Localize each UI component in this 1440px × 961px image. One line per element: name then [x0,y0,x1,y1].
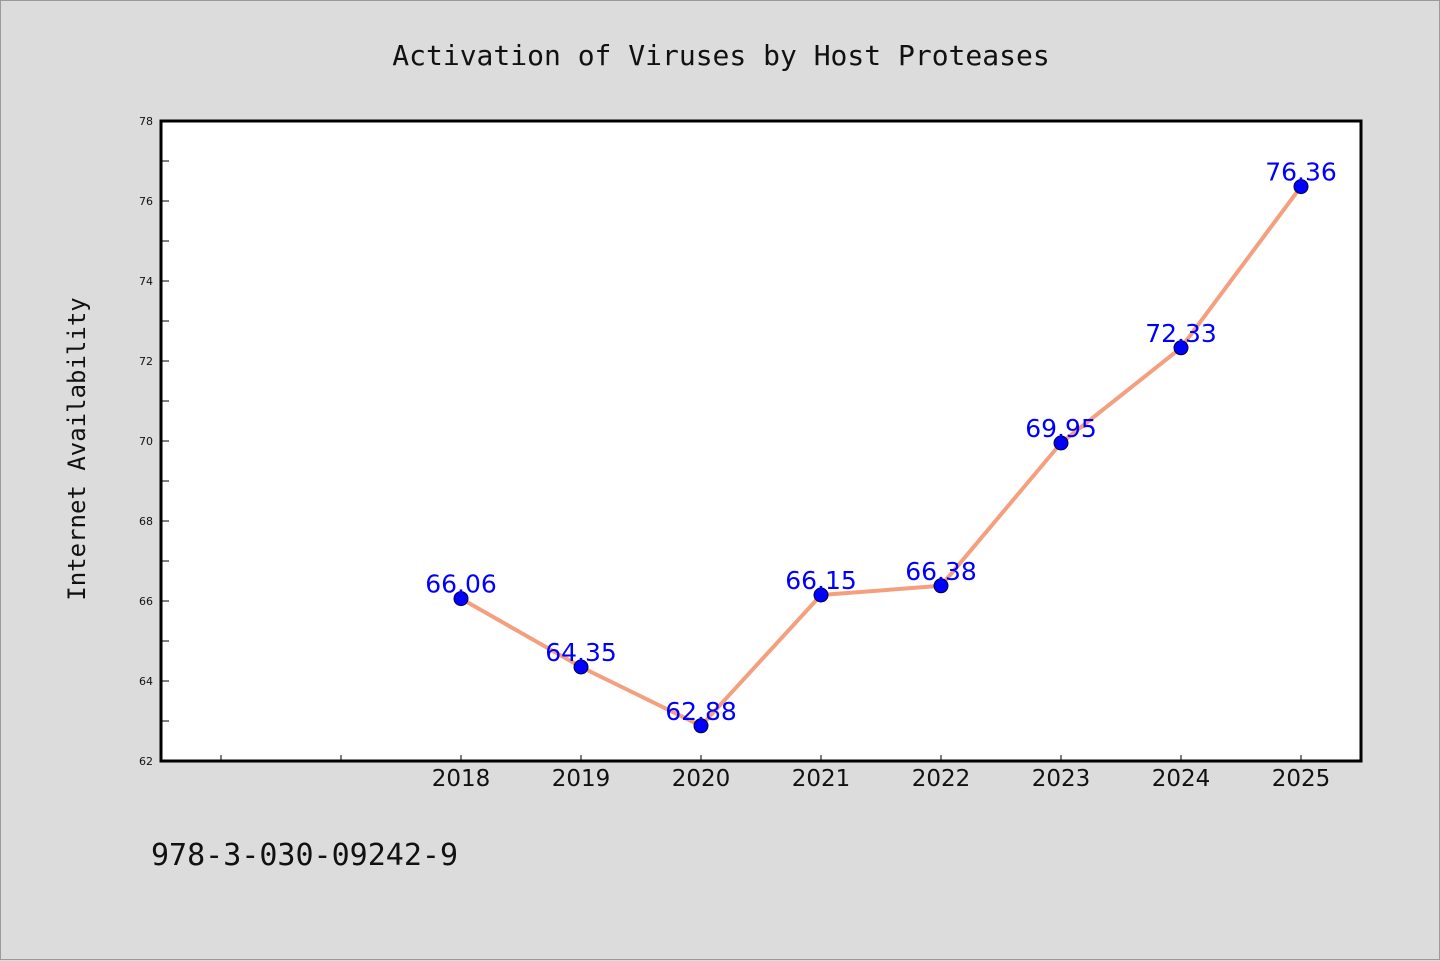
y-tick-label: 62 [139,755,153,768]
x-axis: 2018 2019 2020 2021 2022 2023 2024 2025 [220,755,1331,792]
data-label: 62.88 [665,697,737,726]
data-point [573,659,589,675]
data-point [813,587,829,603]
y-tick-label: 64 [139,675,153,688]
data-label: 66.15 [785,566,857,595]
x-tick-label: 2022 [912,766,971,792]
data-label: 66.06 [425,570,497,599]
data-point [1053,435,1069,451]
chart-title: Activation of Viruses by Host Proteases [392,39,1049,72]
data-point [453,591,469,607]
y-tick-label: 78 [139,115,153,128]
x-tick-label: 2025 [1272,766,1331,792]
data-label: 76.36 [1265,158,1337,187]
series-line [460,185,1303,728]
data-point [1173,340,1189,356]
data-point [693,718,709,734]
data-point [1293,179,1309,195]
data-label: 72.33 [1145,319,1217,348]
y-tick-label: 70 [139,435,153,448]
y-tick-label: 72 [139,355,153,368]
data-labels: 66.06 64.35 62.88 66.15 66.38 69.95 72.33 76.36 [425,158,1337,726]
y-tick-label: 76 [139,195,153,208]
isbn-code: 978-3-030-09242-9 [151,838,458,873]
x-tick-label: 2020 [672,766,731,792]
plot-area [159,119,1363,763]
data-label: 69.95 [1025,414,1097,443]
x-tick-label: 2021 [792,766,851,792]
x-tick-label: 2019 [552,766,611,792]
x-tick-label: 2024 [1152,766,1211,792]
data-label: 66.38 [905,557,977,586]
y-tick-label: 74 [139,275,153,288]
y-tick-label: 66 [139,595,153,608]
data-label: 64.35 [545,638,617,667]
y-tick-label: 68 [139,515,153,528]
data-point [933,578,949,594]
x-tick-label: 2023 [1032,766,1091,792]
y-axis: 62 64 66 68 70 72 74 76 78 [139,115,169,768]
y-axis-label: Internet Availability [63,297,91,600]
series-markers [453,179,1309,734]
x-tick-label: 2018 [432,766,491,792]
